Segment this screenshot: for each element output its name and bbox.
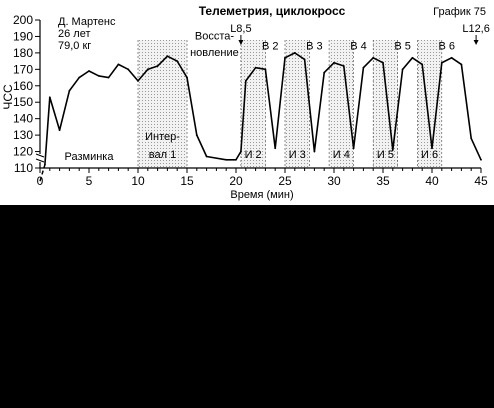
x-tick-label-15: 15 [180, 174, 194, 188]
hr-point-24 [264, 68, 267, 71]
hr-point-26 [284, 56, 286, 59]
hr-point-28 [303, 58, 306, 61]
interval-label-4: И 4 [333, 149, 350, 161]
corner-label: График 75 [433, 6, 486, 18]
hr-point-15 [176, 60, 179, 63]
marker-label-1: L8,5 [230, 23, 251, 35]
phase-label-1: Разминка [65, 151, 115, 163]
hr-point-40 [421, 63, 424, 66]
y-tick-label-150: 150 [13, 95, 33, 109]
y-tick-label-120: 120 [13, 145, 33, 159]
hr-point-9 [117, 63, 120, 66]
recovery-label-6: В 6 [438, 41, 455, 53]
hr-point-43 [450, 56, 453, 59]
y-tick-label-140: 140 [13, 112, 33, 126]
hr-point-19 [225, 158, 228, 161]
hr-point-8 [107, 76, 110, 79]
x-tick-label-20: 20 [229, 174, 243, 188]
interval-band-4 [329, 40, 354, 168]
x-tick-label-45: 45 [474, 174, 488, 188]
hr-point-33 [352, 147, 355, 150]
hr-telemetry-chart: 110 120 130 140 150 160 170 180 190 200 0 5 10 15 20 25… [1, 4, 490, 201]
hr-point-1 [44, 163, 46, 166]
x-tick-label-10: 10 [131, 174, 145, 188]
hr-point-4 [68, 89, 71, 92]
hr-point-34 [362, 66, 365, 69]
x-tick-label-0: 0 [37, 174, 44, 188]
recovery-label-2: В 2 [262, 41, 279, 53]
phase-label-3: новление [190, 47, 239, 59]
recovery-label-4: В 4 [350, 41, 367, 53]
phase-label-2: Восста- [195, 31, 234, 43]
marker-arrow-head-2 [473, 40, 479, 45]
marker-label-2: L12,6 [462, 23, 490, 35]
x-tick-label-30: 30 [327, 174, 341, 188]
athlete-age: 26 лет [58, 28, 91, 40]
hr-point-7 [97, 75, 100, 77]
y-tick-label-170: 170 [13, 62, 33, 76]
x-tick-label-35: 35 [376, 174, 390, 188]
interval-label-1-a: Интер- [145, 131, 180, 143]
hr-point-39 [411, 56, 414, 59]
hr-point-42 [440, 61, 443, 64]
hr-point-37 [391, 149, 394, 151]
hr-point-14 [166, 55, 169, 58]
x-axis-label: Время (мин) [230, 189, 293, 201]
y-tick-label-110: 110 [14, 161, 33, 175]
hr-point-46 [480, 158, 482, 161]
chart-figure: 110 120 130 140 150 160 170 180 190 200 0 5 10 15 20 25… [0, 0, 494, 205]
hr-point-30 [323, 71, 326, 74]
x-tick-label-5: 5 [86, 174, 93, 188]
hr-point-23 [254, 66, 257, 69]
hr-point-21 [240, 150, 242, 153]
hr-point-6 [88, 70, 90, 72]
hr-point-2 [48, 96, 51, 99]
hr-point-12 [146, 68, 149, 71]
hr-point-13 [156, 65, 159, 67]
y-tick-label-160: 160 [13, 79, 33, 93]
hr-point-25 [274, 147, 277, 150]
hr-point-16 [186, 76, 188, 79]
hr-point-32 [342, 65, 345, 67]
hr-point-18 [205, 155, 208, 158]
hr-point-11 [137, 79, 139, 82]
interval-label-3: И 3 [289, 149, 306, 161]
hr-point-38 [401, 68, 404, 71]
recovery-label-5: В 5 [394, 41, 411, 53]
y-tick-label-130: 130 [13, 128, 33, 142]
hr-point-45 [470, 137, 473, 140]
hr-point-3 [58, 129, 61, 132]
chart-title: Телеметрия, циклокросс [199, 4, 346, 18]
hr-series-line [44, 52, 482, 165]
hr-point-20 [235, 158, 237, 161]
y-axis-label: ЧСС [1, 84, 15, 110]
y-tick-label-190: 190 [13, 29, 33, 43]
interval-label-2: И 2 [245, 149, 262, 161]
hr-point-27 [293, 51, 296, 54]
hr-point-17 [195, 134, 198, 137]
hr-point-22 [244, 79, 247, 82]
athlete-weight: 79,0 кг [58, 40, 91, 52]
marker-arrow-head-1 [238, 40, 244, 45]
hr-point-44 [460, 63, 463, 66]
hr-point-36 [382, 61, 384, 64]
recovery-label-3: В 3 [306, 41, 323, 53]
hr-point-10 [127, 68, 130, 71]
hr-point-29 [313, 150, 316, 153]
hr-point-35 [372, 56, 375, 59]
interval-label-6: И 6 [421, 149, 438, 161]
y-tick-label-180: 180 [13, 46, 33, 60]
x-tick-label-25: 25 [278, 174, 292, 188]
y-tick-label-200: 200 [13, 13, 33, 27]
hr-point-5 [78, 76, 81, 79]
athlete-name: Д. Мартенс [58, 16, 116, 28]
x-tick-label-40: 40 [425, 174, 439, 188]
interval-label-1-b: вал 1 [149, 149, 176, 161]
warmup-dashed-segment [39, 164, 46, 182]
interval-label-5: И 5 [377, 149, 394, 161]
hr-point-31 [333, 61, 335, 64]
hr-point-41 [431, 147, 433, 150]
y-axis-break [35, 153, 45, 163]
